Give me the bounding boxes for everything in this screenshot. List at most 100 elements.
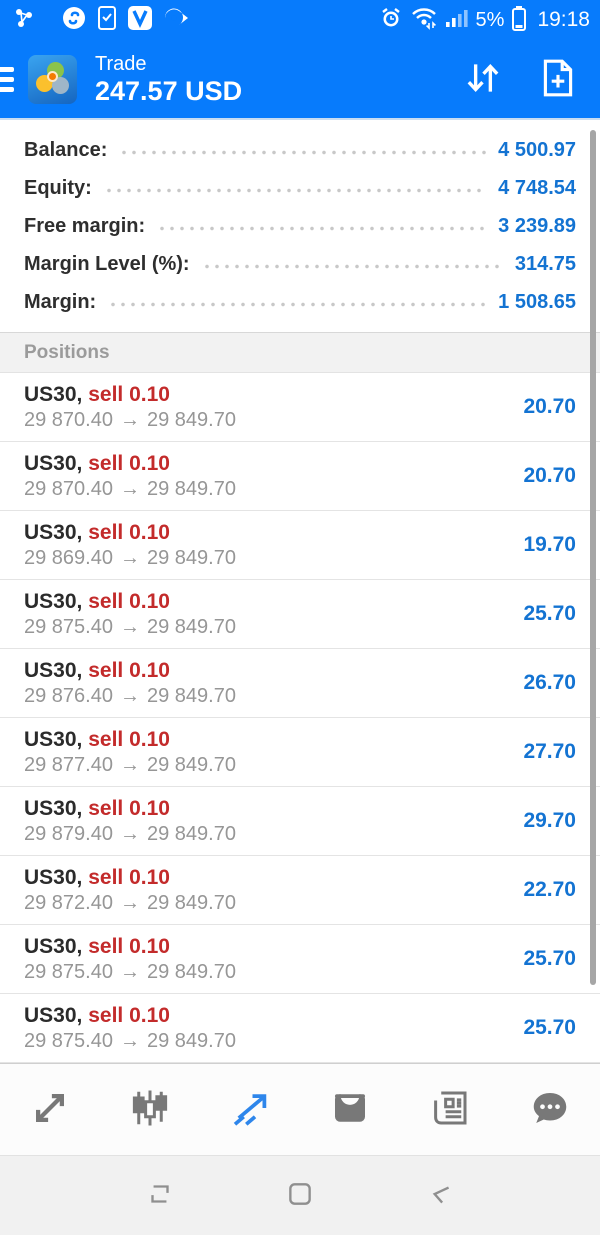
- open-price: 29 869.40: [24, 547, 113, 569]
- current-price: 29 849.70: [146, 616, 236, 638]
- position-info: US30, sell 0.10 29 875.40 → 29 849.70: [24, 1003, 236, 1053]
- back-icon: [425, 1179, 455, 1212]
- battery-percent: 5%: [475, 8, 505, 31]
- position-info: US30, sell 0.10 29 876.40 → 29 849.70: [24, 658, 236, 708]
- position-row[interactable]: US30, sell 0.10 29 875.40 → 29 849.70 25.7…: [0, 925, 600, 994]
- position-row[interactable]: US30, sell 0.10 29 877.40 → 29 849.70 27.7…: [0, 718, 600, 787]
- summary-value: 3 239.89: [498, 214, 576, 237]
- arrow-right-icon: →: [119, 823, 140, 845]
- open-price: 29 872.40: [24, 892, 113, 914]
- tab-news[interactable]: [400, 1064, 500, 1155]
- phone-check-icon: [96, 5, 118, 36]
- home-button[interactable]: [285, 1179, 315, 1212]
- back-button[interactable]: [425, 1179, 455, 1212]
- arrow-right-icon: →: [119, 409, 140, 431]
- position-info: US30, sell 0.10 29 870.40 → 29 849.70: [24, 451, 236, 501]
- position-row[interactable]: US30, sell 0.10 29 875.40 → 29 849.70 25.7…: [0, 580, 600, 649]
- app-header: Trade 247.57 USD: [0, 40, 600, 120]
- position-side-volume: sell 0.10: [88, 659, 170, 682]
- summary-label: Equity:: [24, 176, 92, 199]
- position-profit: 25.70: [523, 947, 576, 970]
- tab-quotes[interactable]: [0, 1064, 100, 1155]
- position-profit: 27.70: [523, 740, 576, 763]
- position-row[interactable]: US30, sell 0.10 29 872.40 → 29 849.70 22.7…: [0, 856, 600, 925]
- summary-row: Free margin: 3 239.89: [0, 207, 600, 245]
- arrow-right-icon: →: [119, 616, 140, 638]
- current-price: 29 849.70: [146, 478, 236, 500]
- current-price: 29 849.70: [146, 892, 236, 914]
- position-row[interactable]: US30, sell 0.10 29 870.40 → 29 849.70 20.7…: [0, 373, 600, 442]
- open-price: 29 875.40: [24, 961, 113, 983]
- position-symbol: US30,: [24, 935, 83, 958]
- positions-title: Positions: [24, 341, 110, 363]
- position-symbol: US30,: [24, 1004, 83, 1027]
- recents-button[interactable]: [145, 1179, 175, 1212]
- wifi-icon: [410, 6, 438, 35]
- menu-button[interactable]: [0, 66, 14, 92]
- current-price: 29 849.70: [146, 1030, 236, 1052]
- position-side-volume: sell 0.10: [88, 797, 170, 820]
- summary-row: Margin: 1 508.65: [0, 283, 600, 321]
- battery-icon: [511, 5, 527, 36]
- header-titles: Trade 247.57 USD: [95, 52, 462, 107]
- dotted-leader: [157, 225, 487, 231]
- current-price: 29 849.70: [146, 823, 236, 845]
- arrow-right-icon: →: [119, 1030, 140, 1052]
- bottom-tab-bar: [0, 1063, 600, 1155]
- double-arrow-icon: [27, 1088, 73, 1131]
- shazam-icon: [61, 5, 87, 36]
- position-symbol: US30,: [24, 866, 83, 889]
- chat-icon: [527, 1088, 573, 1131]
- tab-trade[interactable]: [200, 1064, 300, 1155]
- open-price: 29 875.40: [24, 616, 113, 638]
- v-app-icon: [127, 5, 153, 36]
- dotted-leader: [119, 149, 487, 155]
- position-row[interactable]: US30, sell 0.10 29 869.40 → 29 849.70 19.7…: [0, 511, 600, 580]
- mt4-logo-icon: [28, 54, 77, 104]
- open-price: 29 879.40: [24, 823, 113, 845]
- eye-icon: [162, 7, 190, 34]
- shareit-icon: [12, 6, 36, 35]
- status-right-cluster: 5% 19:18: [379, 5, 590, 36]
- summary-value: 314.75: [514, 252, 576, 275]
- signal-icon: [445, 7, 469, 34]
- inbox-icon: [327, 1086, 373, 1131]
- arrow-right-icon: →: [119, 547, 140, 569]
- new-order-button[interactable]: [538, 57, 578, 102]
- current-price: 29 849.70: [146, 961, 236, 983]
- position-row[interactable]: US30, sell 0.10 29 879.40 → 29 849.70 29.7…: [0, 787, 600, 856]
- position-profit: 22.70: [523, 878, 576, 901]
- open-price: 29 877.40: [24, 754, 113, 776]
- position-symbol: US30,: [24, 452, 83, 475]
- scrollbar[interactable]: [590, 130, 596, 985]
- arrow-right-icon: →: [119, 754, 140, 776]
- position-side-volume: sell 0.10: [88, 452, 170, 475]
- position-info: US30, sell 0.10 29 877.40 → 29 849.70: [24, 727, 236, 777]
- tab-history[interactable]: [300, 1064, 400, 1155]
- position-symbol: US30,: [24, 659, 83, 682]
- position-side-volume: sell 0.10: [88, 935, 170, 958]
- open-price: 29 870.40: [24, 478, 113, 500]
- position-info: US30, sell 0.10 29 869.40 → 29 849.70: [24, 520, 236, 570]
- current-price: 29 849.70: [146, 685, 236, 707]
- new-order-icon: [538, 57, 578, 102]
- position-row[interactable]: US30, sell 0.10 29 875.40 → 29 849.70 25.7…: [0, 994, 600, 1063]
- position-side-volume: sell 0.10: [88, 866, 170, 889]
- summary-row: Balance: 4 500.97: [0, 131, 600, 169]
- tab-charts[interactable]: [100, 1064, 200, 1155]
- position-info: US30, sell 0.10 29 872.40 → 29 849.70: [24, 865, 236, 915]
- position-info: US30, sell 0.10 29 875.40 → 29 849.70: [24, 589, 236, 639]
- position-side-volume: sell 0.10: [88, 383, 170, 406]
- summary-row: Margin Level (%): 314.75: [0, 245, 600, 283]
- status-left-icons: [12, 5, 190, 36]
- clock-time: 19:18: [537, 8, 590, 31]
- sort-button[interactable]: [462, 57, 504, 102]
- arrow-right-icon: →: [119, 961, 140, 983]
- summary-value: 4 748.54: [498, 176, 576, 199]
- position-row[interactable]: US30, sell 0.10 29 876.40 → 29 849.70 26.7…: [0, 649, 600, 718]
- trend-arrow-icon: [227, 1088, 273, 1131]
- position-row[interactable]: US30, sell 0.10 29 870.40 → 29 849.70 20.7…: [0, 442, 600, 511]
- position-info: US30, sell 0.10 29 879.40 → 29 849.70: [24, 796, 236, 846]
- tab-messages[interactable]: [500, 1064, 600, 1155]
- account-summary: Balance: 4 500.97 Equity: 4 748.54 Free …: [0, 120, 600, 332]
